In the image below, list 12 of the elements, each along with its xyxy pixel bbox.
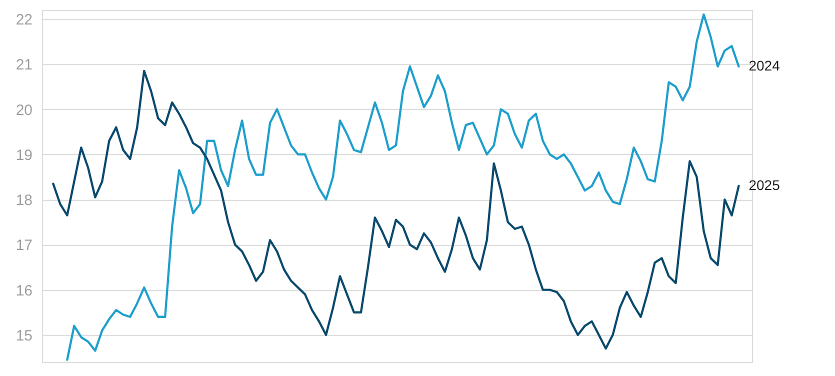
y-tick-label: 18	[16, 192, 32, 210]
line-series	[66, 13, 740, 361]
series-label: 2025	[748, 177, 780, 193]
y-tick-label: 22	[16, 12, 32, 29]
y-tick-label: 21	[16, 56, 32, 74]
y-tick-label: 17	[16, 237, 32, 254]
y-tick-label: 20	[16, 102, 32, 119]
series-label: 2024	[748, 57, 780, 74]
line-series	[52, 70, 740, 350]
y-tick-label: 15	[16, 327, 32, 344]
y-tick-label: 19	[16, 146, 32, 164]
y-tick-label: 16	[16, 282, 32, 300]
